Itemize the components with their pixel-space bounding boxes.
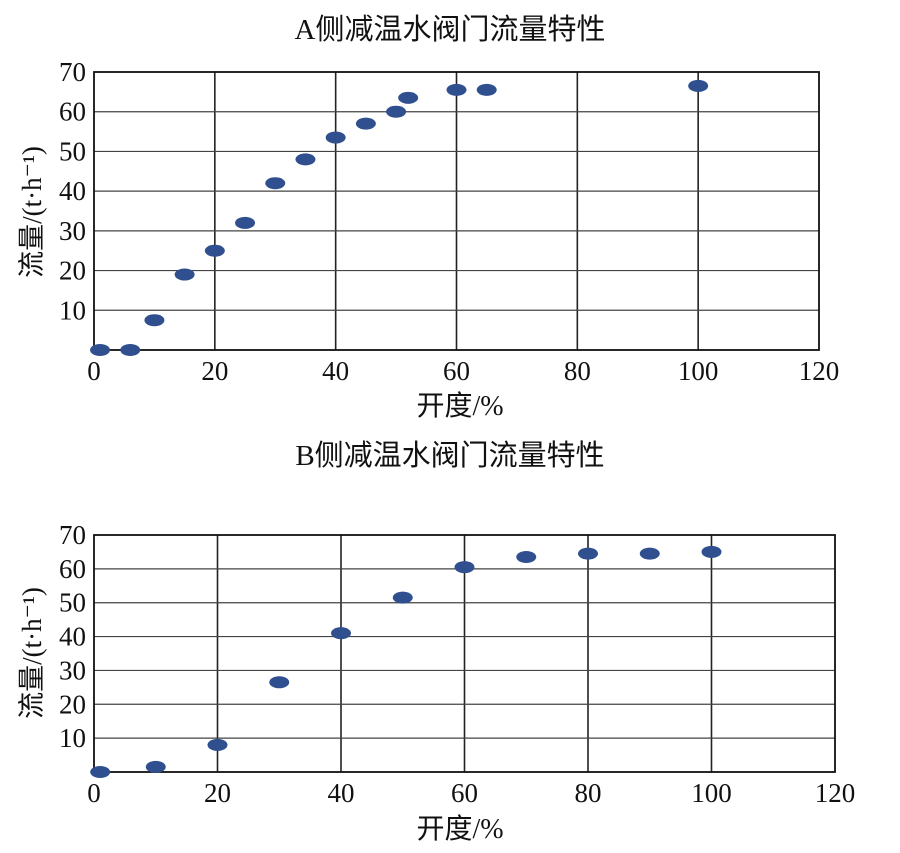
chart-a-point-2	[144, 314, 165, 327]
chart-a-xtick-5: 100	[678, 356, 719, 386]
chart-a-xtick-6: 120	[799, 356, 840, 386]
chart-b-xtick-1: 20	[204, 778, 231, 808]
chart-a-point-8	[325, 131, 346, 144]
chart-b-point-9	[639, 547, 660, 560]
chart-b-xtick-4: 80	[575, 778, 602, 808]
chart-a-xtick-1: 20	[201, 356, 228, 386]
chart-b-xtick-5: 100	[691, 778, 732, 808]
chart-a-point-6	[265, 177, 286, 190]
chart-a-ytick-5: 60	[59, 97, 86, 127]
chart-a-point-5	[235, 216, 256, 229]
chart-a-point-1	[120, 344, 141, 356]
chart-b-xtick-0: 0	[87, 778, 101, 808]
chart-b-point-7	[516, 551, 537, 564]
chart-a-point-4	[204, 244, 225, 257]
chart-a-point-7	[295, 153, 316, 166]
chart-b-ytick-3: 40	[59, 622, 86, 652]
chart-a-point-14	[688, 79, 709, 92]
chart-a-ytick-3: 40	[59, 176, 86, 206]
chart-b-point-3	[269, 676, 290, 689]
chart-b-point-5	[392, 591, 413, 604]
chart-b-ytick-6: 70	[59, 520, 86, 550]
chart-a-xtick-2: 40	[322, 356, 349, 386]
chart-a-title: A侧减温水阀门流量特性	[294, 14, 606, 46]
chart-a-point-3	[174, 268, 195, 281]
chart-a-point-10	[386, 105, 407, 118]
chart-a-point-13	[476, 83, 497, 96]
chart-a-point-12	[446, 83, 467, 96]
chart-a-ytick-0: 10	[59, 295, 86, 325]
chart-a-point-0	[90, 344, 111, 356]
chart-a-ytick-6: 70	[59, 57, 86, 87]
chart-b-point-1	[145, 760, 166, 773]
chart-b-point-8	[578, 547, 598, 560]
chart-b-ytick-0: 10	[59, 723, 86, 753]
chart-b-ytick-5: 60	[59, 554, 86, 584]
chart-b-point-0	[90, 766, 111, 778]
chart-b-xlabel: 开度/%	[416, 814, 504, 845]
chart-b-xtick-3: 60	[451, 778, 478, 808]
chart-a-point-11	[398, 91, 419, 104]
chart-a-xlabel: 开度/%	[416, 391, 504, 422]
chart-a-xtick-0: 0	[87, 356, 101, 386]
chart-a-xtick-4: 80	[564, 356, 591, 386]
chart-b-frame	[93, 534, 836, 773]
chart-a-point-9	[355, 117, 376, 130]
chart-a-frame	[93, 71, 820, 351]
chart-a-ytick-2: 30	[59, 216, 86, 246]
chart-b-point-6	[454, 561, 475, 574]
chart-b-ytick-2: 30	[59, 655, 86, 685]
chart-b-point-2	[207, 738, 228, 751]
chart-b-ytick-1: 20	[59, 689, 86, 719]
chart-b-point-4	[331, 627, 351, 640]
chart-a-xtick-3: 60	[443, 356, 470, 386]
chart-b-point-10	[701, 545, 722, 558]
chart-a-ytick-4: 50	[59, 136, 86, 166]
chart-b-xtick-2: 40	[328, 778, 355, 808]
chart-b-title: B侧减温水阀门流量特性	[295, 440, 605, 472]
chart-b-xtick-6: 120	[815, 778, 856, 808]
chart-b-ytick-4: 50	[59, 588, 86, 618]
chart-a-ytick-1: 20	[59, 256, 86, 286]
